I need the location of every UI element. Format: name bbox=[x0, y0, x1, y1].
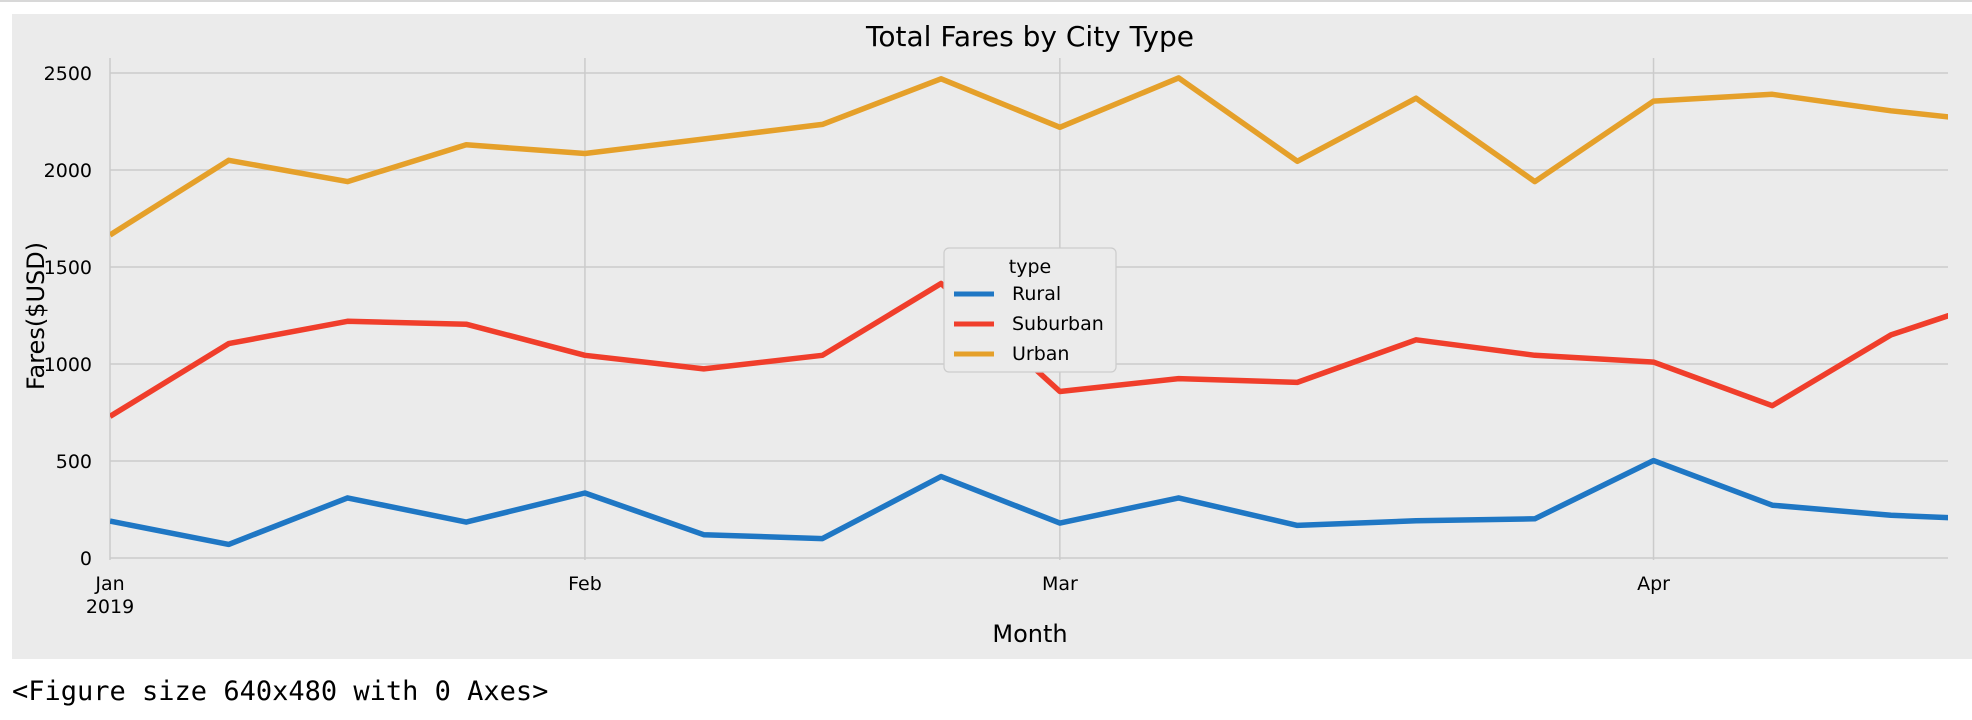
y-axis-label: Fares($USD) bbox=[22, 242, 50, 390]
legend-items: Rural Suburban Urban bbox=[954, 283, 1104, 365]
y-tick-label: 1000 bbox=[44, 354, 92, 376]
x-tick-label: Apr bbox=[1637, 573, 1670, 595]
y-tick-label: 1500 bbox=[44, 257, 92, 279]
y-tick-label: 2000 bbox=[44, 160, 92, 182]
chart-title: Total Fares by City Type bbox=[865, 20, 1194, 53]
x-axis-label: Month bbox=[992, 620, 1067, 648]
x-tick-label: Mar bbox=[1042, 573, 1078, 595]
series-lines bbox=[110, 75, 1948, 548]
y-tick-label: 2500 bbox=[44, 63, 92, 85]
legend-title: type bbox=[1009, 256, 1051, 278]
legend-label-suburban: Suburban bbox=[1012, 313, 1104, 335]
line-chart: Total Fares by City Type 0 500 1000 1500 200… bbox=[12, 14, 1972, 659]
y-tick-label: 0 bbox=[80, 548, 92, 570]
series-line-rural bbox=[110, 457, 1948, 548]
top-border bbox=[0, 0, 1972, 2]
legend-label-rural: Rural bbox=[1012, 283, 1061, 305]
y-tick-label: 500 bbox=[56, 451, 92, 473]
series-line-suburban bbox=[110, 280, 1948, 419]
figure-caption: <Figure size 640x480 with 0 Axes> bbox=[12, 676, 549, 707]
x-tick-sublabel: 2019 bbox=[86, 596, 134, 618]
x-tick-label: Feb bbox=[568, 573, 602, 595]
x-tick-label: Jan bbox=[94, 573, 124, 595]
legend: type Rural Suburban Urban bbox=[943, 247, 1117, 373]
legend-box bbox=[943, 247, 1117, 373]
y-tick-labels: 0 500 1000 1500 2000 2500 bbox=[44, 63, 92, 570]
legend-label-urban: Urban bbox=[1012, 343, 1069, 365]
series-line-urban bbox=[110, 75, 1948, 238]
